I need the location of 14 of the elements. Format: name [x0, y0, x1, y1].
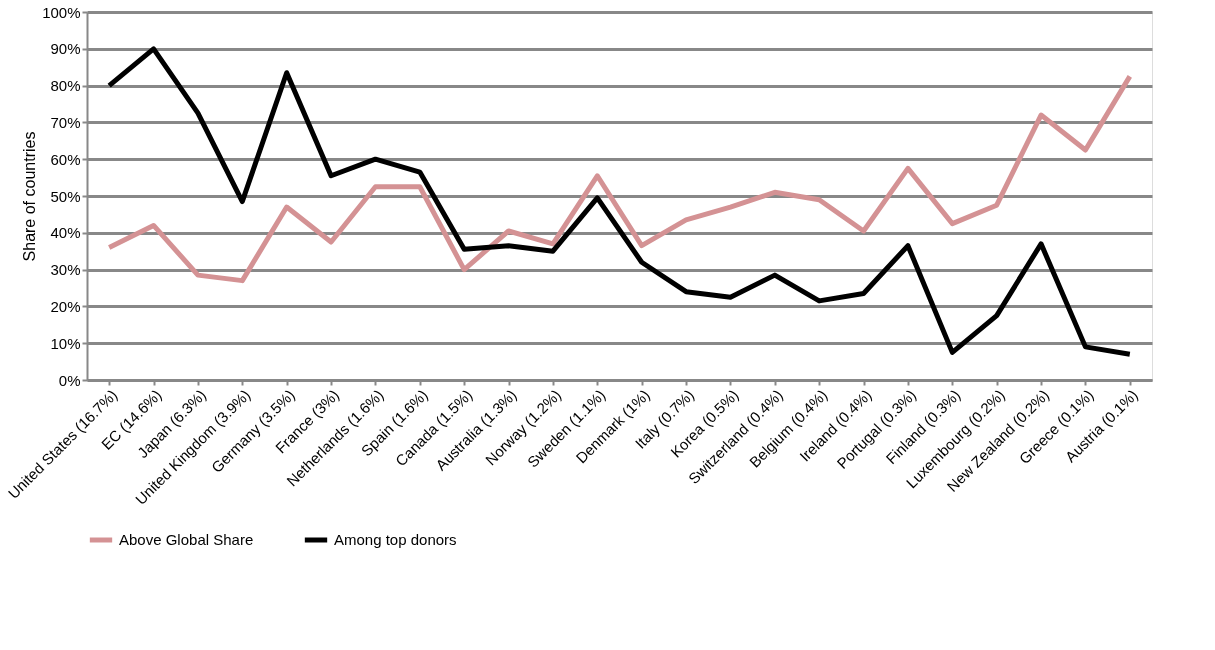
- y-tick-label: 90%: [50, 40, 81, 58]
- y-tick-label: 10%: [50, 334, 81, 352]
- y-axis-title: Share of countries: [21, 131, 39, 262]
- y-tick-label: 50%: [50, 187, 81, 205]
- y-tick-label: 0%: [58, 371, 81, 389]
- legend-label: Above Global Share: [119, 531, 254, 548]
- y-tick-label: 60%: [50, 150, 81, 168]
- y-tick-label: 40%: [50, 224, 81, 242]
- y-tick-label: 30%: [50, 261, 81, 279]
- y-tick-label: 20%: [50, 297, 81, 315]
- y-tick-label: 80%: [50, 77, 81, 95]
- y-tick-label: 70%: [50, 113, 81, 131]
- legend-label: Among top donors: [334, 531, 457, 548]
- y-tick-label: 100%: [42, 3, 81, 21]
